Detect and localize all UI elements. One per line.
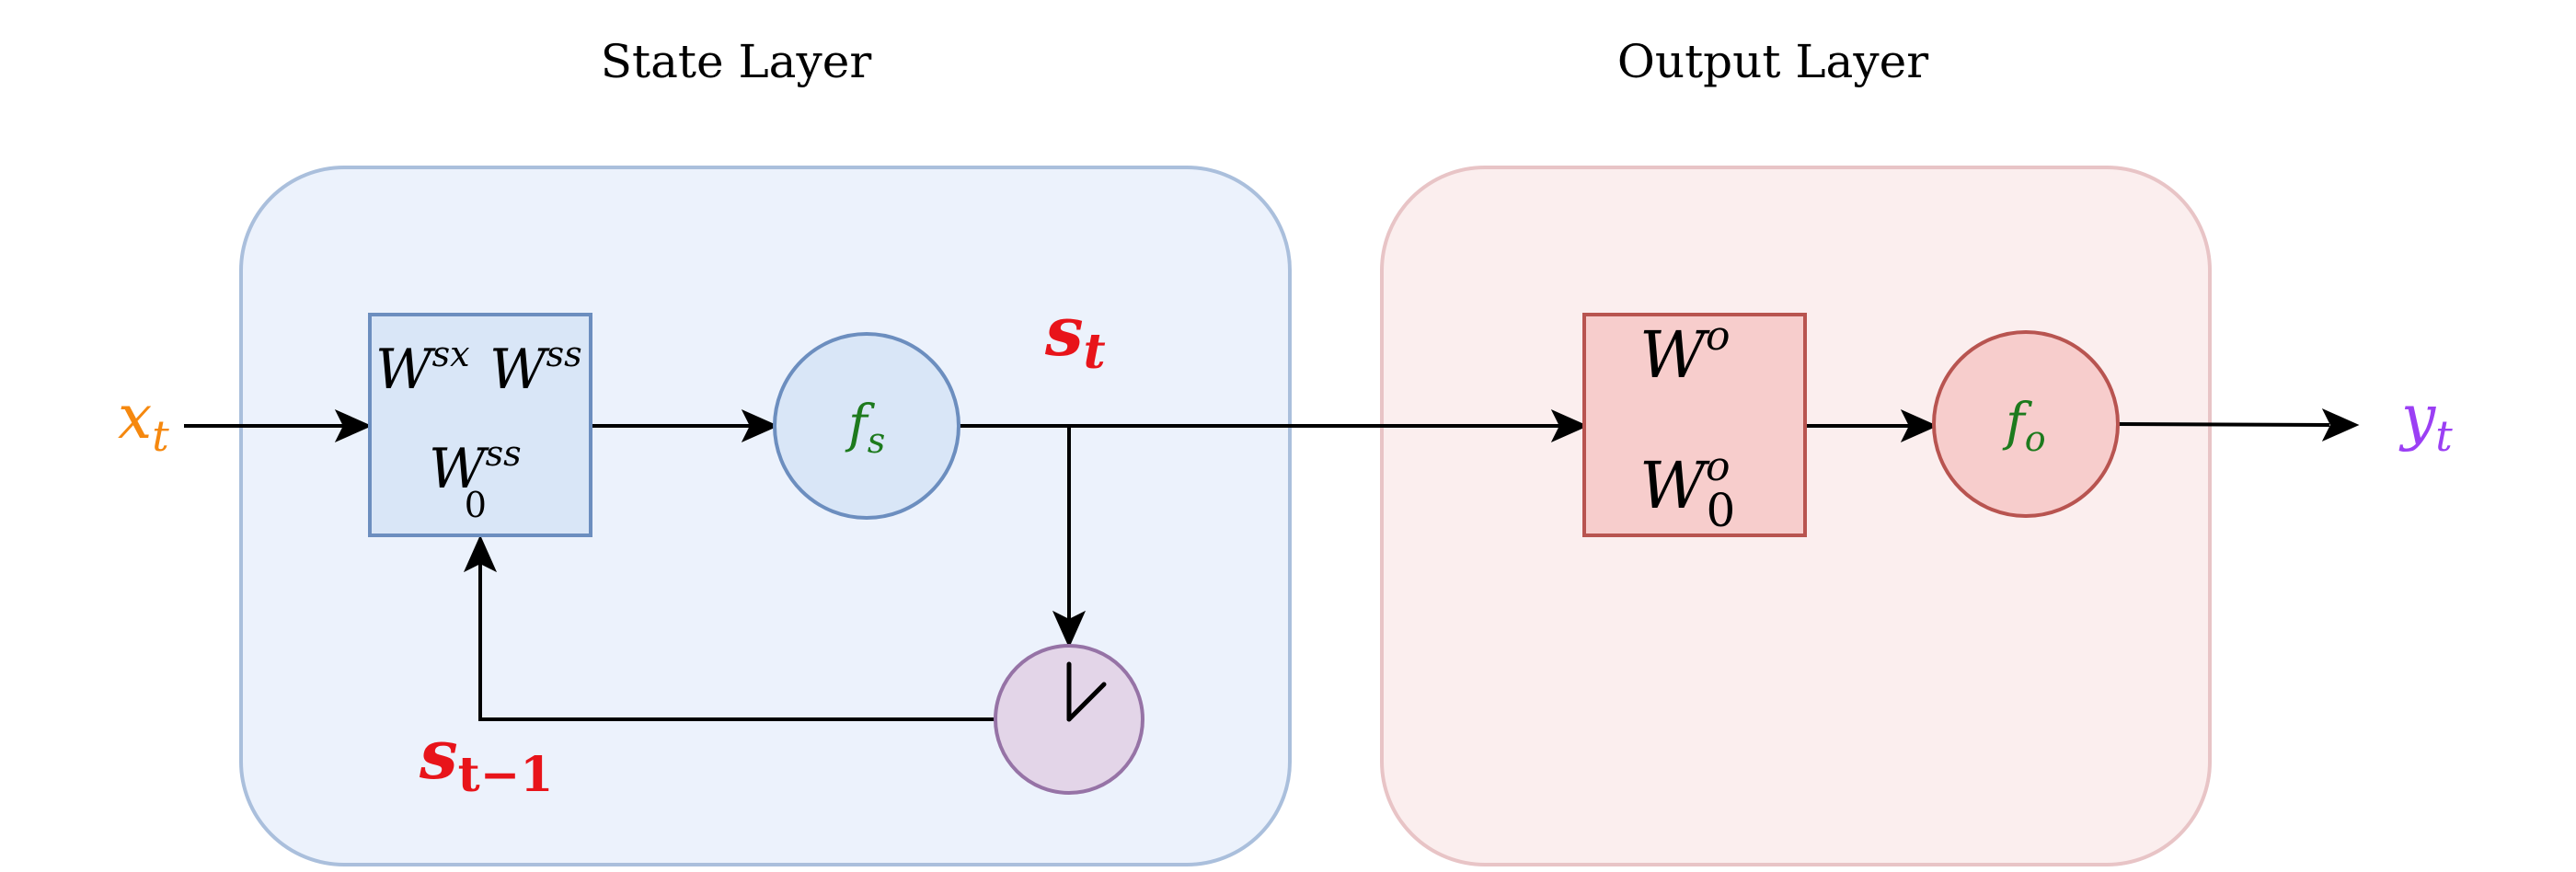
state-weights-node: Wsx Wss Wss 0	[370, 315, 591, 535]
edge-fo-to-output	[2118, 424, 2329, 425]
output-weights-node: Wo Wo 0	[1584, 313, 1805, 537]
input-label: xt	[118, 382, 169, 461]
output-layer-title: Output Layer	[1617, 35, 1928, 88]
state-activation-node: fs	[775, 334, 959, 518]
delay-node	[995, 646, 1143, 793]
output-activation-node: fo	[1934, 332, 2118, 516]
output-label: yt	[2398, 382, 2453, 461]
output-weight-w0o: Wo 0	[1639, 443, 1735, 537]
state-layer-title: State Layer	[601, 35, 872, 88]
